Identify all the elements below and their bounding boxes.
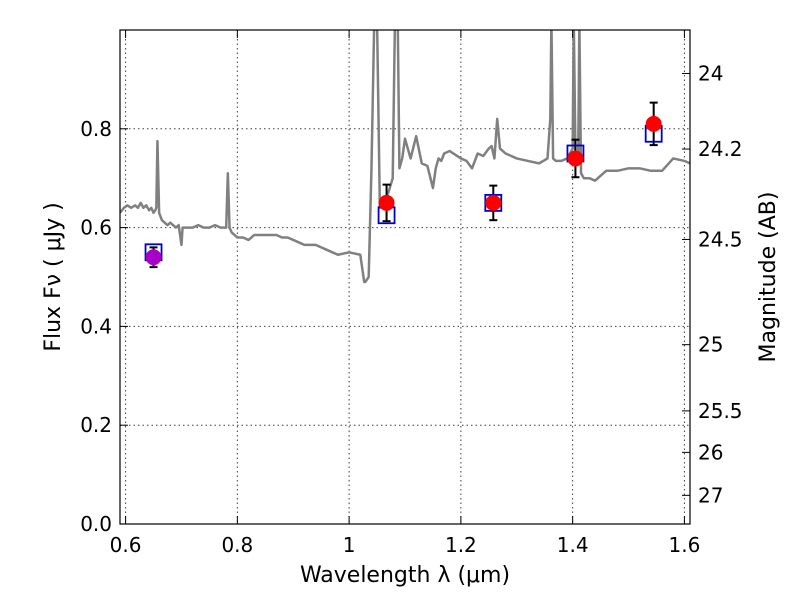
spectrum-line — [120, 30, 690, 284]
y2-tick-label: 27 — [698, 483, 723, 507]
y-tick-label: 0.4 — [80, 314, 112, 338]
y-axis-label: Flux Fν ( μJy ) — [41, 202, 66, 351]
observed-point — [485, 194, 502, 211]
y2-tick-label: 24.5 — [698, 227, 743, 251]
x-axis-label: Wavelength λ (μm) — [300, 563, 510, 588]
x-tick-label: 0.8 — [221, 533, 253, 557]
axes-frame — [119, 29, 691, 525]
y2-tick-label: 24.2 — [698, 137, 743, 161]
x-tick-label: 1.4 — [557, 533, 589, 557]
y-tick-label: 0.6 — [80, 216, 112, 240]
observed-point — [645, 115, 662, 132]
x-tick-label: 1.6 — [669, 533, 701, 557]
y-tick-label: 0.2 — [80, 413, 112, 437]
y2-tick-label: 25.5 — [698, 399, 743, 423]
observed-point — [567, 150, 584, 167]
y2-axis-label: Magnitude (AB) — [756, 192, 781, 363]
ticks: 0.6 0.8 1 1.2 1.4 1.6 0.0 0.2 0.4 0.6 0.8 24 24.2 24.… — [80, 30, 743, 557]
y2-tick-label: 26 — [698, 440, 723, 464]
grid — [120, 30, 690, 524]
y-tick-label: 0.8 — [80, 117, 112, 141]
plot-area — [120, 30, 690, 284]
x-tick-label: 0.6 — [110, 533, 142, 557]
y-tick-label: 0.0 — [80, 512, 112, 536]
x-tick-label: 1 — [343, 533, 356, 557]
observed-point — [378, 194, 395, 211]
y2-tick-label: 25 — [698, 333, 723, 357]
markers — [144, 115, 663, 266]
x-tick-label: 1.2 — [445, 533, 477, 557]
axis-labels: Wavelength λ (μm) Flux Fν ( μJy ) Magnit… — [41, 192, 781, 588]
observed-point — [145, 249, 162, 266]
y2-tick-label: 24 — [698, 61, 723, 85]
